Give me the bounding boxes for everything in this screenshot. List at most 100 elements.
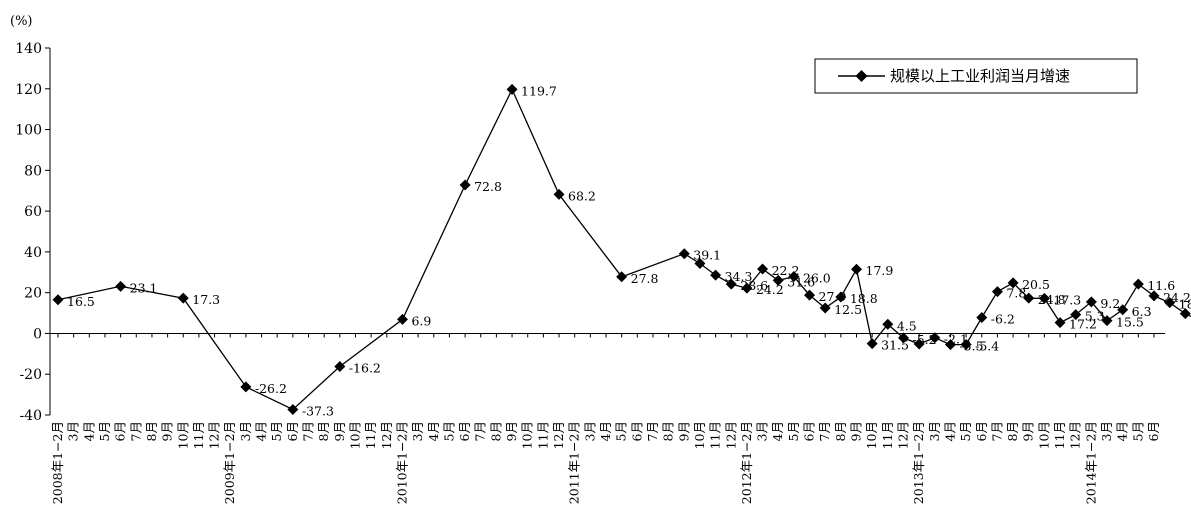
x-tick-label: 12月: [723, 421, 738, 449]
x-tick-label: 12月: [379, 421, 394, 449]
data-point-marker: [929, 332, 941, 344]
x-tick-label: 10月: [864, 421, 879, 449]
data-label: 6.9: [411, 313, 431, 328]
x-tick-label: 9月: [849, 421, 864, 441]
axes: [49, 48, 1165, 415]
data-point-marker: [960, 338, 972, 350]
x-tick-label: 6月: [629, 421, 644, 441]
x-tick-label: 11月: [708, 421, 723, 449]
x-tick-label: 7月: [645, 421, 660, 441]
data-labels: 16.5 23.1 17.3 -26.2 -37.3 -16.2 6.9 72.8 119.7 6…: [67, 83, 1191, 418]
data-label: 119.7: [521, 83, 557, 98]
data-label: 7.8: [1006, 286, 1026, 301]
data-point-marker: [741, 282, 753, 294]
data-point-marker: [851, 263, 863, 275]
x-tick-label: 5月: [614, 421, 629, 441]
x-tick-label: 2009年1−2月: [222, 421, 237, 504]
x-tick-label: 10月: [692, 421, 707, 449]
data-label: 27.8: [631, 271, 659, 286]
x-tick-label: 5月: [1130, 421, 1145, 441]
data-point-marker: [710, 269, 722, 281]
x-tick-label: 9月: [504, 421, 519, 441]
data-point-marker: [788, 271, 800, 283]
data-label: 27.9: [819, 289, 847, 304]
data-label: 17.9: [866, 263, 894, 278]
data-label: 31.6: [787, 274, 815, 289]
x-tick-label: 8月: [144, 421, 159, 441]
data-label: 39.1: [693, 248, 721, 263]
data-point-marker: [1148, 290, 1160, 302]
data-label: 24.2: [756, 282, 784, 297]
series-markers: [52, 83, 1191, 415]
data-label: -26.2: [255, 381, 287, 396]
data-label: 18.8: [850, 291, 878, 306]
y-tick-label: 20: [24, 286, 42, 302]
data-label: -6.2: [991, 312, 1015, 327]
data-point-marker: [866, 338, 878, 350]
data-point-marker: [287, 403, 299, 415]
x-tick-label: 11月: [880, 421, 895, 449]
data-point-marker: [1164, 297, 1176, 309]
legend-marker-diamond-icon: [855, 70, 868, 82]
data-point-marker: [115, 280, 127, 292]
x-tick-label: 12月: [207, 421, 222, 449]
x-tick-label: 7月: [473, 421, 488, 441]
y-tick-label: -20: [19, 367, 42, 383]
x-tick-label: 8月: [1005, 421, 1020, 441]
y-tick-label: -40: [19, 408, 42, 424]
data-label: 15.5: [1116, 315, 1144, 330]
x-tick-label: 8月: [488, 421, 503, 441]
y-tick-label: 40: [24, 245, 42, 261]
x-tick-label: 3月: [238, 421, 253, 441]
x-tick-label: 11月: [1052, 421, 1067, 449]
x-tick-label: 2012年1−2月: [739, 421, 754, 504]
data-point-marker: [1023, 292, 1035, 304]
x-tick-label: 2010年1−2月: [394, 421, 409, 504]
x-tick-label: 5月: [97, 421, 112, 441]
data-point-marker: [396, 313, 408, 325]
data-point-marker: [1117, 304, 1129, 316]
data-label: -2.1: [944, 332, 968, 347]
data-label: 4.5: [897, 318, 917, 333]
x-tick-label: 12月: [895, 421, 910, 449]
x-tick-label: 3月: [410, 421, 425, 441]
x-tick-label: 5月: [786, 421, 801, 441]
y-axis-ticks: 140 120 100 80 60 40 20 0 -20 -40: [15, 41, 50, 424]
legend: 规模以上工业利润当月增速: [814, 58, 1138, 94]
x-tick-label: 3月: [66, 421, 81, 441]
x-tick-label: 4月: [942, 421, 957, 441]
x-tick-label: 4月: [426, 421, 441, 441]
x-tick-label: 7月: [989, 421, 1004, 441]
x-tick-label: 10月: [520, 421, 535, 449]
data-label: 16.5: [67, 294, 95, 309]
y-tick-label: 60: [24, 204, 42, 220]
data-label: 28.6: [740, 278, 768, 293]
x-tick-label: 5月: [958, 421, 973, 441]
x-tick-label: 11月: [191, 421, 206, 449]
data-label: 24.2: [1163, 290, 1191, 305]
data-label: 68.2: [568, 188, 596, 203]
data-label: -16.2: [349, 360, 381, 375]
data-label: -5.5: [959, 339, 983, 354]
x-tick-label: 11月: [535, 421, 550, 449]
data-label: 17.3: [192, 292, 220, 307]
x-tick-label: 9月: [1021, 421, 1036, 441]
x-tick-label: 4月: [770, 421, 785, 441]
data-label: 11.6: [1147, 278, 1175, 293]
x-tick-label: 4月: [1115, 421, 1130, 441]
series-line-path: [57, 87, 1191, 411]
x-tick-label: 3月: [755, 421, 770, 441]
x-tick-label: 12月: [1068, 421, 1083, 449]
x-tick-label: 10月: [175, 421, 190, 449]
x-tick-label: 12月: [551, 421, 566, 449]
y-tick-label: 0: [33, 326, 42, 342]
data-point-marker: [1132, 278, 1144, 290]
data-point-marker: [678, 248, 690, 260]
data-point-marker: [240, 381, 252, 393]
x-tick-label: 5月: [269, 421, 284, 441]
x-tick-label: 11月: [363, 421, 378, 449]
data-label: 31.5: [881, 338, 909, 353]
data-point-marker: [1070, 309, 1082, 321]
data-point-marker: [1179, 308, 1191, 320]
x-tick-label: 6月: [802, 421, 817, 441]
